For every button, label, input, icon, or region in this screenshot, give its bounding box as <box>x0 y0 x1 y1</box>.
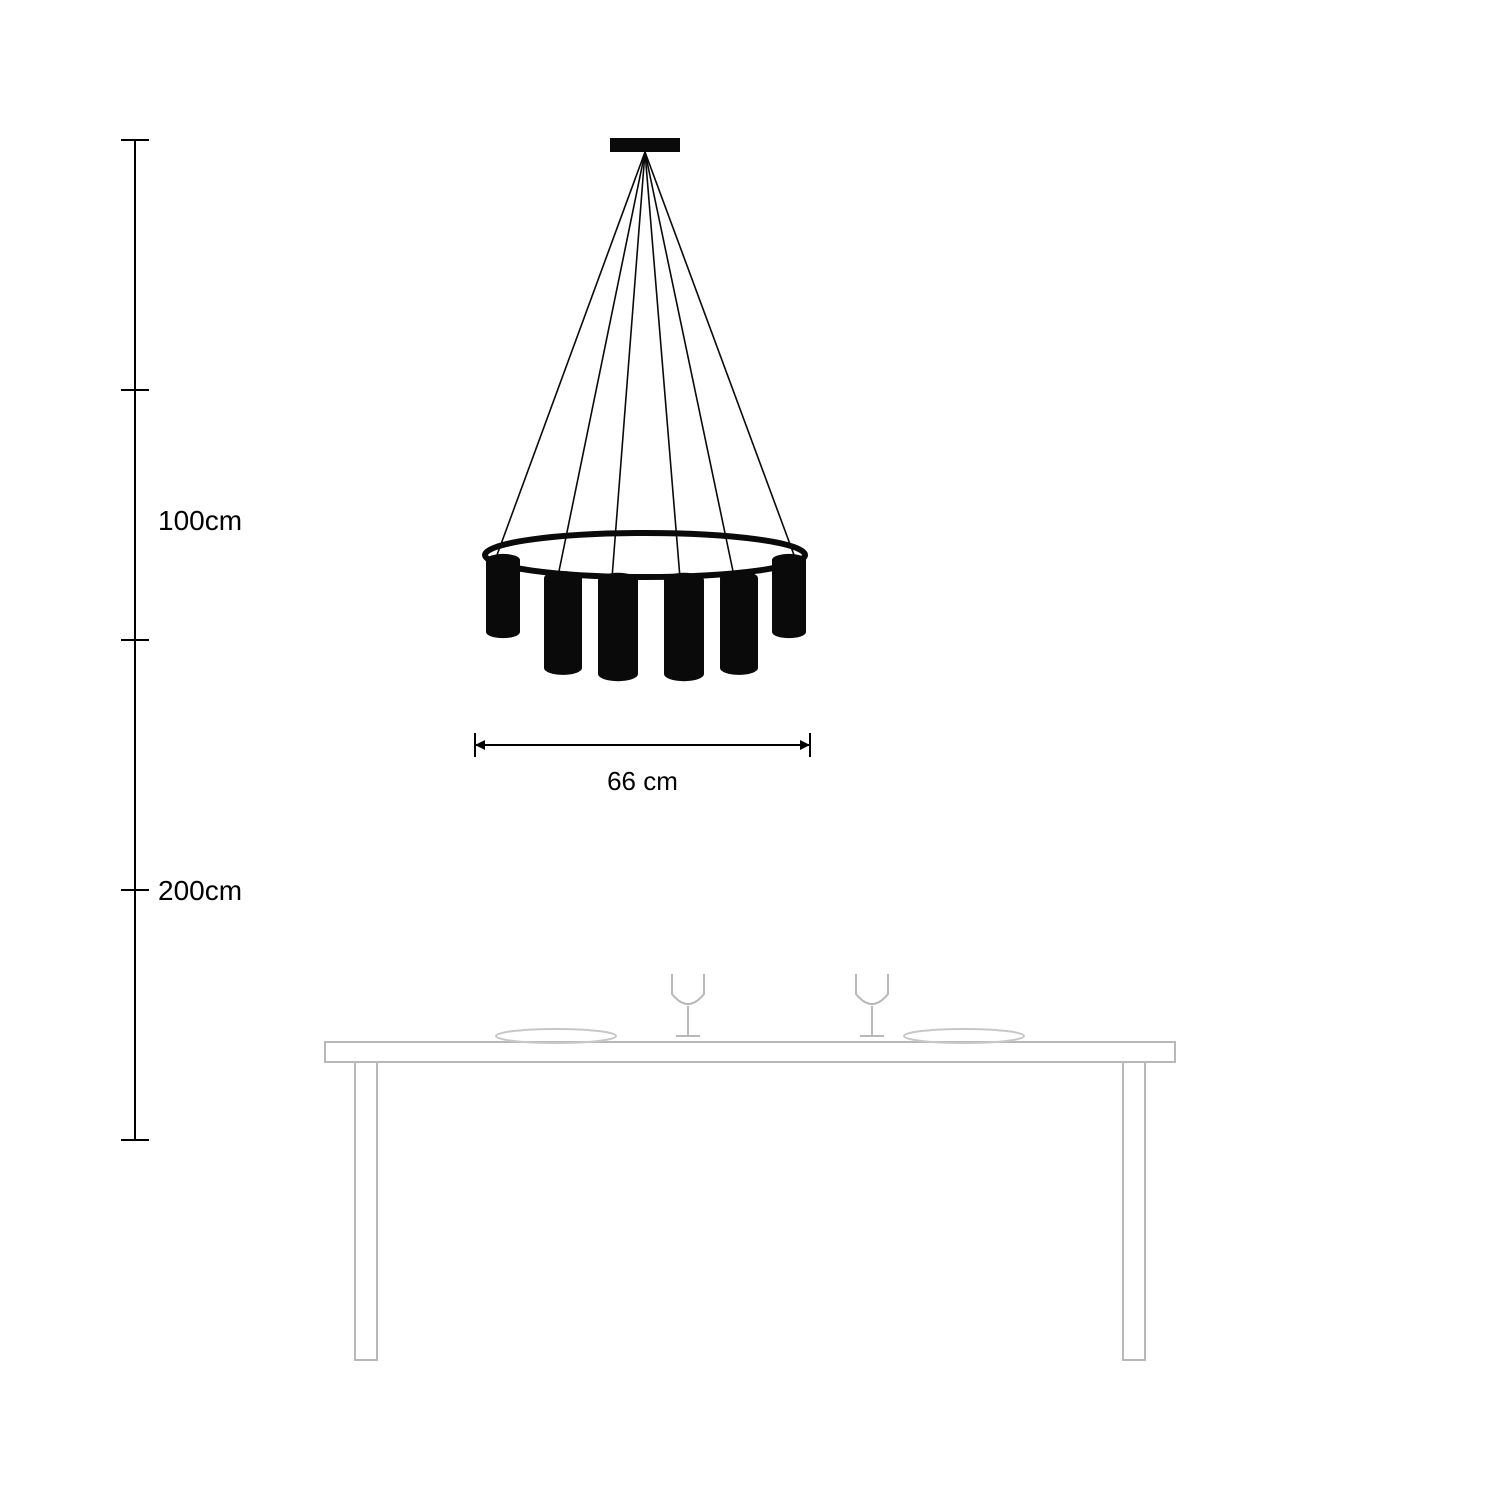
wine-glass <box>856 974 888 1004</box>
plate <box>496 1029 616 1043</box>
width-label: 66 cm <box>607 766 678 796</box>
width-dimension: 66 cm <box>475 733 810 796</box>
vertical-scale: 100cm 200cm <box>121 140 242 1140</box>
scale-label: 100cm <box>158 505 242 536</box>
scale-label: 200cm <box>158 875 242 906</box>
table-illustration <box>325 974 1175 1360</box>
pendant-lamp <box>485 138 806 681</box>
plate <box>904 1029 1024 1043</box>
wine-glass <box>672 974 704 1004</box>
